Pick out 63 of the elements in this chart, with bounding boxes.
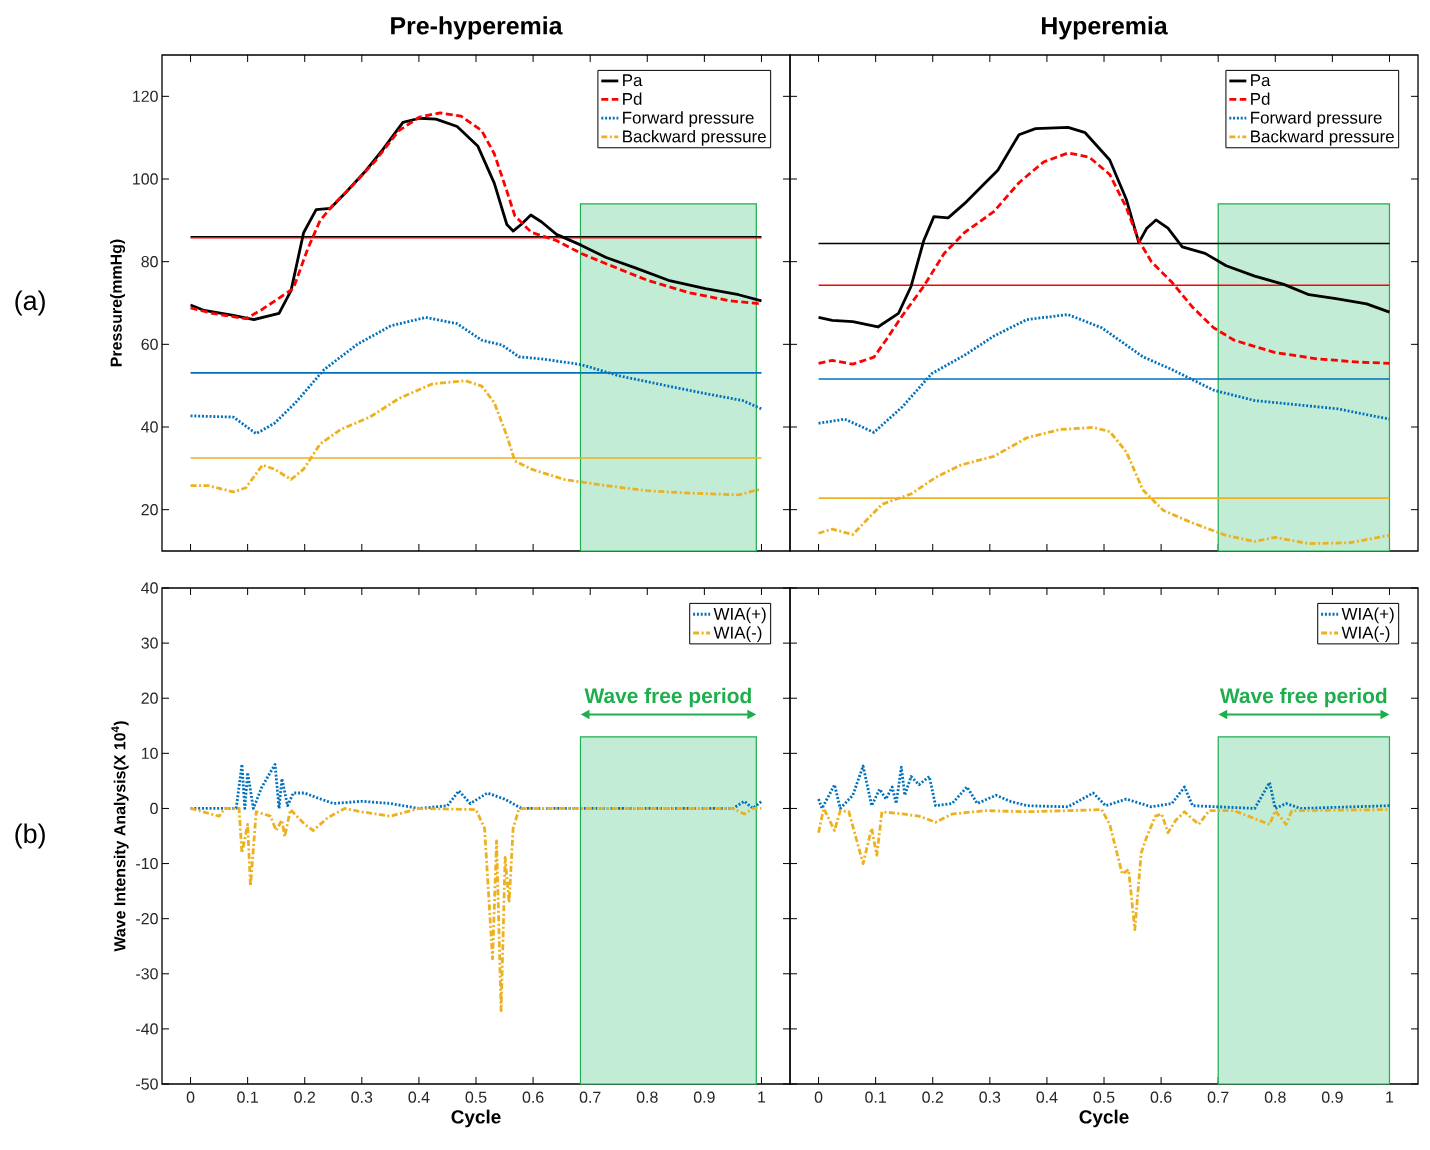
x-tick-label: 0.9 — [1321, 1091, 1343, 1103]
y-tick-label: 30 — [141, 637, 158, 649]
band-label: Wave free period — [1219, 687, 1387, 708]
y-tick-label: -10 — [136, 857, 158, 870]
y-tick-label: 20 — [141, 692, 158, 704]
legend-label: WIA(+) — [713, 607, 766, 624]
x-axis-title: Cycle — [451, 1109, 501, 1128]
x-tick-label: 0.1 — [237, 1091, 258, 1103]
x-tick-label: 0.3 — [351, 1091, 373, 1103]
y-tick-label: -50 — [136, 1078, 158, 1090]
legend-label: Forward pressure — [623, 111, 754, 128]
x-tick-label: 0.1 — [865, 1091, 886, 1103]
x-tick-label: 0.3 — [979, 1091, 1001, 1103]
x-tick-label: 0.7 — [1207, 1091, 1229, 1103]
y-tick-label: 10 — [141, 747, 158, 759]
line-series — [189, 762, 763, 810]
x-tick-label: 0.2 — [294, 1091, 316, 1103]
legend-label: Pa — [1251, 74, 1271, 87]
legend-label: Pd — [623, 92, 642, 105]
legend-label: WIA(+) — [1341, 607, 1394, 624]
x-tick-label: 0.2 — [922, 1091, 944, 1103]
band-label: Wave free period — [584, 687, 751, 708]
y-tick-label: 60 — [141, 338, 158, 350]
x-axis-title: Cycle — [1079, 1109, 1129, 1128]
x-tick-label: 0.8 — [1264, 1091, 1286, 1103]
y-tick-label: 100 — [133, 173, 158, 185]
text: (b) — [15, 823, 45, 849]
y-tick-label: -40 — [136, 1023, 158, 1035]
x-tick-label: 0.4 — [408, 1091, 430, 1103]
y-tick-label: -30 — [136, 968, 158, 980]
legend-label: Backward pressure — [623, 130, 766, 146]
x-tick-label: 0.7 — [579, 1091, 601, 1103]
legend-label: WIA(-) — [713, 626, 762, 642]
y-axis-title: Pressure(mmHg) — [110, 239, 126, 367]
x-tick-label: 0 — [814, 1091, 823, 1103]
x-tick-label: 0.9 — [693, 1091, 715, 1103]
x-tick-label: 1 — [1386, 1091, 1394, 1103]
line-series — [189, 807, 763, 1013]
y-tick-label: 80 — [141, 256, 158, 268]
x-tick-label: 0.5 — [465, 1091, 487, 1103]
y-tick-label: 0 — [150, 802, 158, 815]
line-series — [189, 316, 763, 436]
y-tick-label: 20 — [141, 504, 158, 516]
y-axis-title: Wave Intensity Analysis(X 10$^{4}$) — [111, 721, 129, 952]
y-tick-label: 40 — [141, 582, 158, 594]
x-tick-label: 0.6 — [522, 1091, 544, 1103]
y-tick-label: 40 — [141, 421, 158, 433]
legend-label: WIA(-) — [1341, 626, 1390, 642]
y-tick-label: -20 — [136, 913, 158, 925]
legend-label: Backward pressure — [1251, 130, 1394, 146]
x-tick-label: 0.4 — [1036, 1091, 1058, 1103]
x-tick-label: 0.6 — [1150, 1091, 1172, 1103]
x-tick-label: 0.5 — [1093, 1091, 1115, 1103]
chart-title: Hyperemia — [1042, 16, 1168, 40]
y-tick-label: 120 — [133, 90, 158, 102]
x-tick-label: 0 — [186, 1091, 195, 1103]
chart-title: Pre-hyperemia — [391, 16, 563, 40]
text: (a) — [15, 290, 45, 316]
x-tick-label: 1 — [758, 1091, 766, 1103]
legend-label: Forward pressure — [1251, 111, 1382, 128]
x-tick-label: 0.8 — [636, 1091, 658, 1103]
legend-label: Pd — [1251, 92, 1270, 105]
legend-label: Pa — [623, 74, 643, 87]
